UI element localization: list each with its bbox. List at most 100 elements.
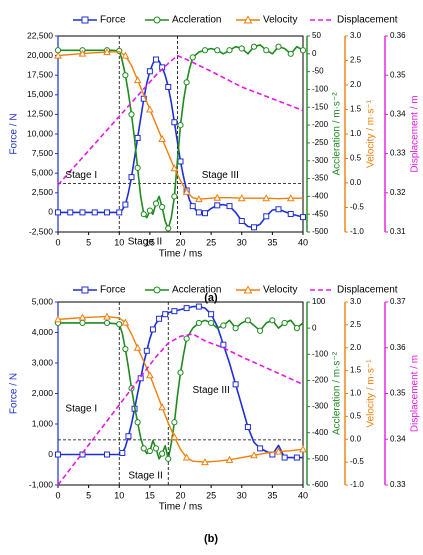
legend-marker xyxy=(81,16,89,24)
acceleration-marker xyxy=(159,450,166,457)
acceleration-tick-label: -100 xyxy=(312,349,329,358)
force-marker xyxy=(149,326,156,333)
velocity-marker xyxy=(78,49,87,57)
acceleration-marker xyxy=(244,317,251,324)
velocity-tick-label: 1.5 xyxy=(350,366,362,375)
acceleration-tick-label: -500 xyxy=(312,454,329,463)
force-tick-label: 10,000 xyxy=(27,128,53,138)
velocity-tick-label: 3.0 xyxy=(350,297,362,306)
acceleration-axis-label: Accleration / m·s⁻² xyxy=(332,92,343,176)
force-tick-label: 15,000 xyxy=(27,89,53,99)
force-tick-label: -1,000 xyxy=(29,479,53,489)
force-marker xyxy=(165,83,172,90)
displacement-tick-label: 0.33 xyxy=(390,480,406,489)
x-tick-label: 25 xyxy=(206,490,216,500)
acceleration-tick-label: -200 xyxy=(312,120,329,129)
legend-marker xyxy=(81,286,89,294)
velocity-marker xyxy=(54,315,62,323)
x-tick-label: 40 xyxy=(298,237,308,247)
velocity-marker xyxy=(225,455,234,463)
acceleration-tick-label: 0 xyxy=(312,49,317,58)
legend-marker xyxy=(243,15,253,24)
displacement-axis-label: Displacement / m xyxy=(410,355,421,432)
acceleration-marker xyxy=(165,225,172,232)
acceleration-marker xyxy=(220,322,227,329)
velocity-marker xyxy=(182,187,191,195)
velocity-marker xyxy=(262,194,271,202)
force-marker xyxy=(153,56,159,63)
acceleration-marker xyxy=(165,455,172,462)
velocity-marker xyxy=(146,371,154,379)
force-tick-label: 20,000 xyxy=(27,50,53,60)
acceleration-tick-label: -200 xyxy=(312,376,329,385)
velocity-tick-label: -1.0 xyxy=(350,227,364,236)
force-tick-label: 17,500 xyxy=(27,69,53,79)
force-tick-label: 5,000 xyxy=(32,167,54,177)
displacement-tick-label: 0.31 xyxy=(390,227,406,236)
force-marker xyxy=(125,433,132,440)
force-marker xyxy=(208,311,215,318)
velocity-marker xyxy=(158,134,166,142)
acceleration-tick-label: 100 xyxy=(312,297,326,306)
acceleration-marker xyxy=(134,419,141,426)
acceleration-marker xyxy=(177,369,184,376)
acceleration-tick-label: -150 xyxy=(312,102,329,111)
displacement-tick-label: 0.36 xyxy=(390,343,406,352)
displacement-tick-label: 0.35 xyxy=(390,389,406,398)
plot-frame xyxy=(57,301,304,486)
velocity-marker xyxy=(158,403,166,411)
force-tick-label: 3,000 xyxy=(32,357,54,367)
displacement-tick-label: 0.34 xyxy=(390,434,406,443)
velocity-tick-label: -0.5 xyxy=(350,457,364,466)
velocity-marker xyxy=(146,105,154,113)
acceleration-marker xyxy=(140,445,147,452)
force-marker xyxy=(122,201,129,208)
x-tick-label: 5 xyxy=(86,490,91,500)
force-marker xyxy=(119,449,126,456)
force-tick-label: 5,000 xyxy=(32,296,54,306)
force-marker xyxy=(128,174,135,181)
acceleration-marker xyxy=(275,43,282,50)
legend-marker xyxy=(153,286,161,294)
force-marker xyxy=(226,203,233,210)
acceleration-marker xyxy=(214,47,221,54)
force-marker xyxy=(146,68,153,75)
force-marker xyxy=(104,451,110,458)
force-marker xyxy=(67,209,74,216)
velocity-marker xyxy=(195,195,203,203)
x-tick-label: 15 xyxy=(145,237,155,247)
x-tick-label: 5 xyxy=(86,237,91,247)
acceleration-tick-label: -400 xyxy=(312,428,329,437)
acceleration-marker xyxy=(177,121,184,129)
x-tick-label: 40 xyxy=(298,490,308,500)
force-marker xyxy=(232,381,239,388)
force-marker xyxy=(281,454,288,461)
acceleration-marker xyxy=(159,203,166,211)
x-tick-label: 20 xyxy=(175,237,185,247)
velocity-tick-label: 3.0 xyxy=(350,31,362,40)
x-tick-label: 30 xyxy=(237,490,247,500)
force-tick-label: 4,000 xyxy=(32,327,54,337)
force-tick-label: 2,000 xyxy=(32,388,54,398)
legend-label: Displacement xyxy=(337,15,398,26)
velocity-tick-label: -1.0 xyxy=(350,480,364,489)
stage-label: Stage I xyxy=(65,170,97,181)
velocity-marker xyxy=(201,458,209,466)
acceleration-marker xyxy=(171,193,178,200)
x-axis-label: Time / ms xyxy=(159,249,203,260)
acceleration-marker xyxy=(116,321,123,328)
displacement-tick-label: 0.32 xyxy=(390,188,406,197)
velocity-tick-label: 0.5 xyxy=(350,154,362,163)
acceleration-tick-label: -100 xyxy=(312,85,329,94)
acceleration-tick-label: -450 xyxy=(312,209,329,218)
force-marker xyxy=(195,209,202,216)
acceleration-marker xyxy=(232,325,239,332)
force-tick-label: -2,500 xyxy=(29,226,53,236)
legend-label: Force xyxy=(100,285,126,296)
displacement-tick-label: 0.37 xyxy=(390,297,406,306)
force-marker xyxy=(244,424,251,431)
displacement-tick-label: 0.33 xyxy=(390,149,406,158)
force-marker xyxy=(171,308,178,315)
stage-label: Stage III xyxy=(193,385,230,396)
velocity-marker xyxy=(274,447,283,455)
